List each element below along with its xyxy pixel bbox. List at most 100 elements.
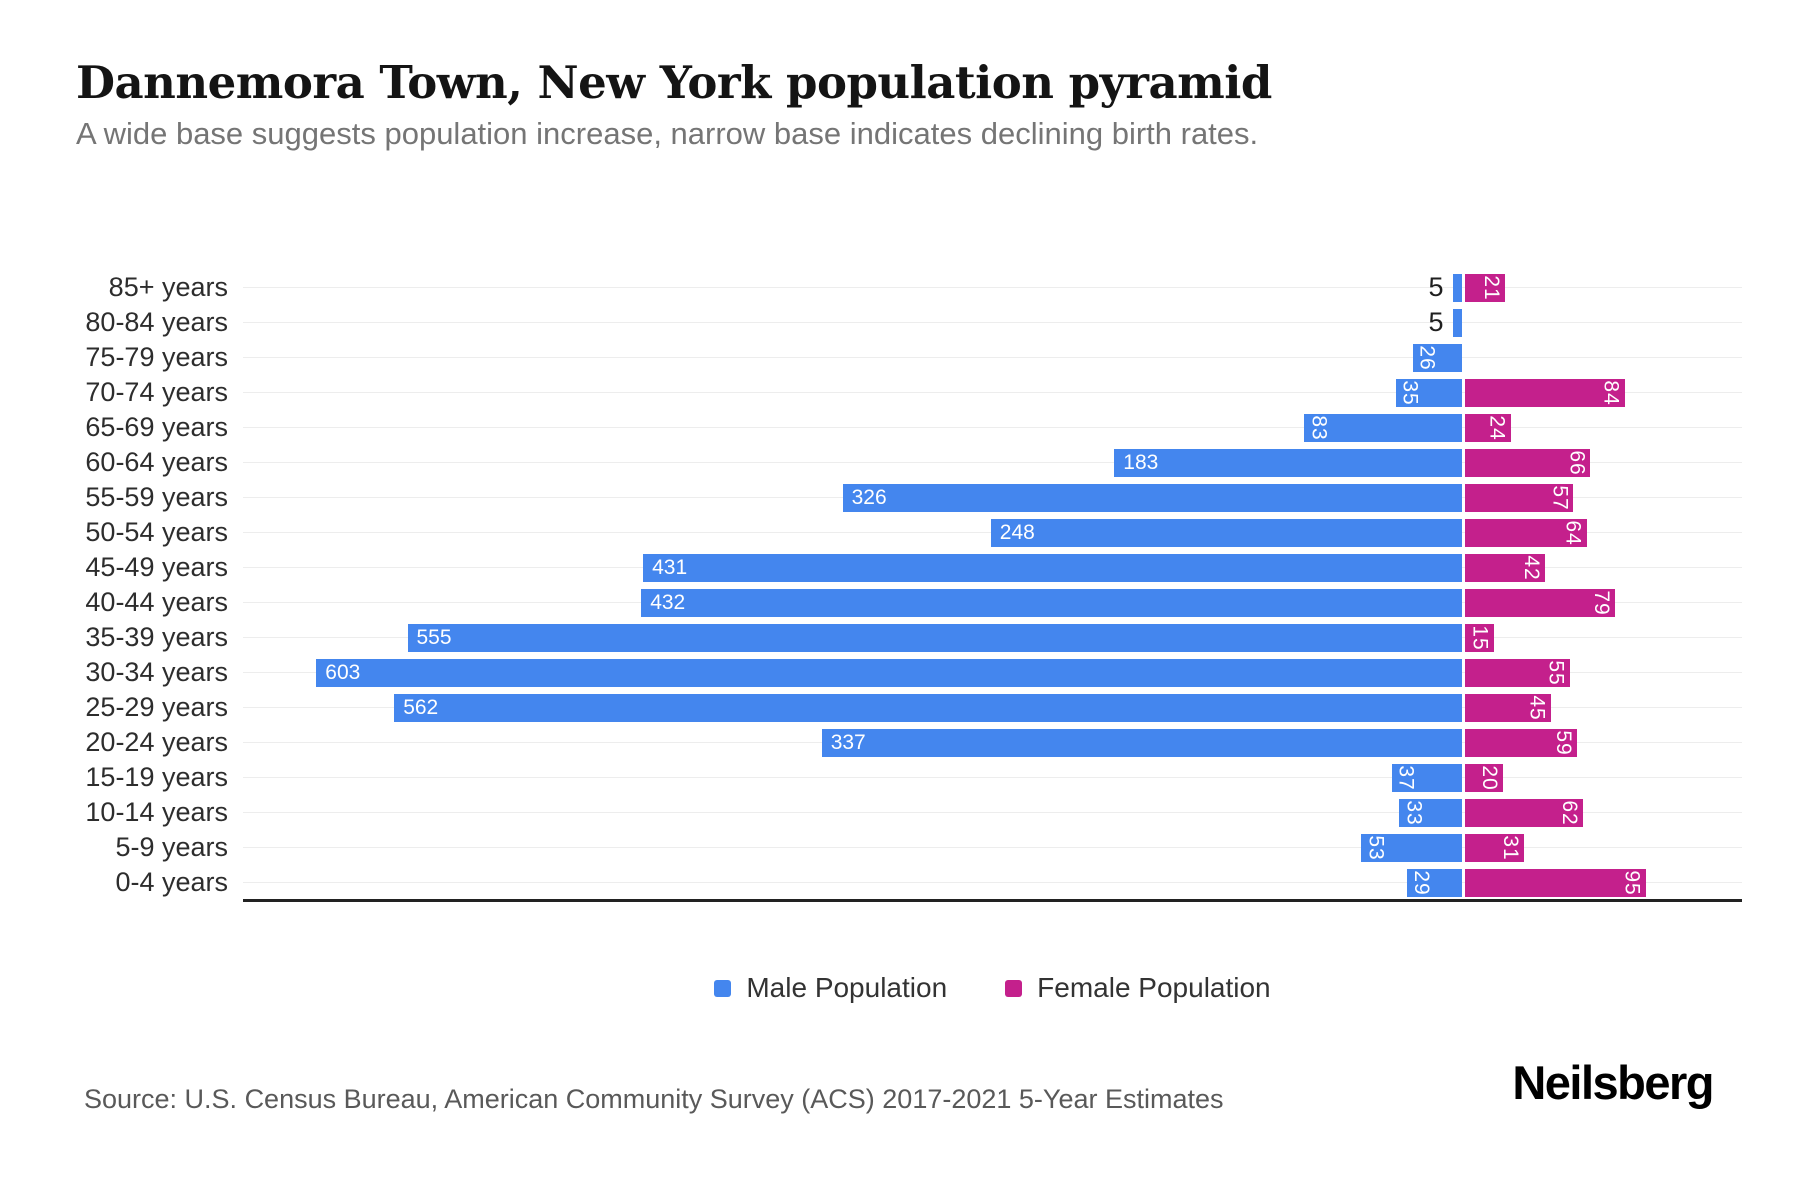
row-gridline: [243, 357, 1742, 358]
x-axis-baseline: [243, 899, 1742, 902]
male-value-label: 29: [1409, 869, 1433, 896]
age-group-label: 5-9 years: [115, 832, 228, 862]
male-bar: 53: [1361, 833, 1462, 862]
chart-subtitle: A wide base suggests population increase…: [76, 116, 1259, 151]
source-note: Source: U.S. Census Bureau, American Com…: [84, 1084, 1224, 1114]
female-bar: 15: [1465, 623, 1494, 652]
age-group-label: 15-19 years: [85, 762, 228, 792]
male-value-label: 337: [830, 730, 866, 754]
age-group-label: 0-4 years: [115, 867, 228, 897]
legend-item-male: Male Population: [714, 972, 947, 1004]
male-bar: 35: [1395, 378, 1462, 407]
female-value-label: 95: [1620, 869, 1644, 896]
female-bar: 20: [1465, 763, 1503, 792]
female-value-label: 15: [1468, 624, 1492, 651]
female-bar: 59: [1465, 728, 1578, 757]
female-bar: 95: [1465, 868, 1646, 897]
female-bar: 79: [1465, 588, 1616, 617]
age-group-label: 55-59 years: [85, 482, 228, 512]
legend: Male Population Female Population: [243, 972, 1742, 1004]
male-bar: 33: [1399, 798, 1462, 827]
female-bar: 45: [1465, 693, 1551, 722]
plot-area: 5 21 5 26 35 84 83 24 183 66 326 57 248 64 431 42 432 79 5…: [243, 270, 1742, 900]
female-value-label: 45: [1525, 694, 1549, 721]
male-bar: [1452, 273, 1462, 302]
legend-item-female: Female Population: [1005, 972, 1271, 1004]
male-value-label: 53: [1364, 834, 1388, 861]
male-value-label: 326: [851, 485, 887, 509]
row-gridline: [243, 392, 1742, 393]
female-value-label: 21: [1479, 274, 1503, 301]
age-group-label: 65-69 years: [85, 412, 228, 442]
age-group-label: 85+ years: [108, 272, 228, 302]
male-value-label: 83: [1307, 414, 1331, 441]
female-bar: 84: [1465, 378, 1625, 407]
male-bar: 337: [821, 728, 1462, 757]
age-group-label: 35-39 years: [85, 622, 228, 652]
chart-title: Dannemora Town, New York population pyra…: [76, 56, 1272, 109]
age-group-label: 40-44 years: [85, 587, 228, 617]
female-value-label: 62: [1557, 799, 1581, 826]
row-gridline: [243, 812, 1742, 813]
female-value-label: 31: [1498, 834, 1522, 861]
male-bar: 562: [394, 693, 1462, 722]
age-group-label: 10-14 years: [85, 797, 228, 827]
male-bar: 431: [643, 553, 1462, 582]
male-value-label: 26: [1415, 344, 1439, 371]
age-group-label: 50-54 years: [85, 517, 228, 547]
legend-label-male: Male Population: [746, 972, 948, 1003]
row-gridline: [243, 287, 1742, 288]
female-bar: 64: [1465, 518, 1587, 547]
male-bar: 326: [842, 483, 1462, 512]
legend-label-female: Female Population: [1037, 972, 1271, 1003]
age-group-label: 75-79 years: [85, 342, 228, 372]
male-value-label: 562: [403, 695, 439, 719]
male-bar: 37: [1391, 763, 1462, 792]
row-gridline: [243, 427, 1742, 428]
age-group-label: 45-49 years: [85, 552, 228, 582]
male-bar: 29: [1406, 868, 1462, 897]
row-gridline: [243, 462, 1742, 463]
male-bar: 603: [316, 658, 1462, 687]
female-bar: 42: [1465, 553, 1545, 582]
female-value-label: 55: [1544, 659, 1568, 686]
brand-logo: Neilsberg: [1512, 1056, 1714, 1109]
male-value-label: 431: [652, 555, 688, 579]
female-bar: 31: [1465, 833, 1524, 862]
male-value-label: 432: [650, 590, 686, 614]
male-value-label: 37: [1394, 764, 1418, 791]
female-swatch-icon: [1005, 979, 1023, 997]
male-bar: 83: [1304, 413, 1462, 442]
male-bar: 26: [1412, 343, 1462, 372]
male-bar: 248: [990, 518, 1462, 547]
female-value-label: 79: [1590, 589, 1614, 616]
female-value-label: 20: [1478, 764, 1501, 791]
female-bar: 24: [1465, 413, 1511, 442]
female-bar: 66: [1465, 448, 1591, 477]
female-value-label: 59: [1552, 729, 1576, 756]
female-value-label: 42: [1519, 554, 1543, 581]
male-value-label: 33: [1402, 799, 1426, 826]
age-group-label: 70-74 years: [85, 377, 228, 407]
female-bar: 62: [1465, 798, 1583, 827]
male-bar: 432: [641, 588, 1462, 617]
age-group-label: 25-29 years: [85, 692, 228, 722]
row-gridline: [243, 847, 1742, 848]
male-swatch-icon: [714, 979, 732, 997]
age-group-label: 30-34 years: [85, 657, 228, 687]
female-value-label: 57: [1548, 484, 1572, 511]
female-value-label: 84: [1599, 379, 1623, 406]
male-bar: 183: [1114, 448, 1462, 477]
age-group-label: 80-84 years: [85, 307, 228, 337]
female-bar: 55: [1465, 658, 1570, 687]
male-bar: 555: [407, 623, 1462, 652]
male-bar: [1452, 308, 1462, 337]
male-value-label: 555: [416, 625, 452, 649]
male-value-label: 183: [1123, 450, 1159, 474]
female-bar: 21: [1465, 273, 1505, 302]
row-gridline: [243, 322, 1742, 323]
age-group-label: 20-24 years: [85, 727, 228, 757]
female-bar: 57: [1465, 483, 1574, 512]
female-value-label: 64: [1561, 519, 1585, 546]
